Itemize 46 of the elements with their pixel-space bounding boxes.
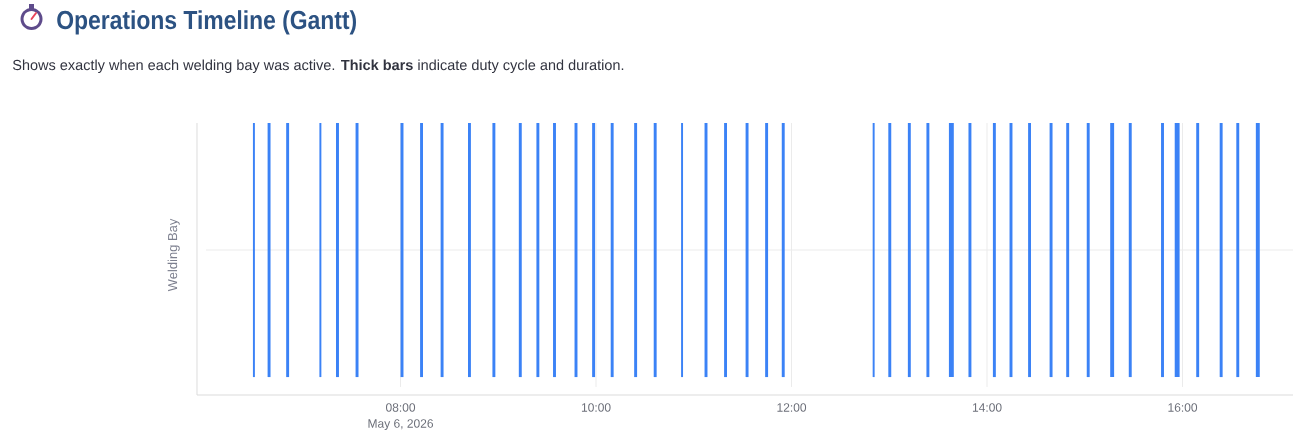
bar xyxy=(948,122,954,378)
bar xyxy=(1066,122,1070,378)
bar xyxy=(907,122,911,378)
bar xyxy=(724,122,728,378)
bar xyxy=(926,122,930,378)
chart-title: Operations Timeline (Gantt) xyxy=(57,10,357,35)
bar xyxy=(765,122,769,378)
bar xyxy=(1174,122,1180,378)
x-tick-label: 12:00 xyxy=(777,403,807,412)
text: May 6, 2026 xyxy=(368,419,434,431)
bar xyxy=(592,122,596,378)
bar xyxy=(1219,122,1223,378)
x-tick-label: 16:00 xyxy=(1168,403,1198,412)
x-tick-label: 08:00 xyxy=(385,403,416,412)
bar xyxy=(440,122,444,378)
bar xyxy=(745,122,749,378)
bar xyxy=(1086,122,1090,378)
bar xyxy=(1161,122,1164,378)
bar xyxy=(355,122,359,378)
bar xyxy=(1196,122,1200,378)
bar xyxy=(1128,122,1132,378)
bar xyxy=(888,122,892,378)
bar xyxy=(634,122,638,378)
bar xyxy=(267,122,271,378)
bar xyxy=(1028,122,1032,378)
bar xyxy=(553,122,556,378)
bar xyxy=(992,122,996,378)
x-tick-label: 10:00 xyxy=(581,403,611,412)
bar xyxy=(467,122,471,378)
bar xyxy=(1049,122,1053,378)
bar xyxy=(286,122,290,378)
chart-subtitle: Shows exactly when each welding bay was active. Thick bars indicate duty cycle and duration. xyxy=(12,59,624,73)
bar xyxy=(536,122,540,378)
bar xyxy=(336,122,339,378)
bar xyxy=(518,122,522,378)
bar xyxy=(610,122,614,378)
x-tick-label: 14:00 xyxy=(972,403,1002,412)
bar xyxy=(781,122,785,378)
bar xyxy=(1236,122,1240,378)
y-axis-title: Welding Bay xyxy=(167,218,180,292)
bar xyxy=(968,122,972,378)
bar xyxy=(653,122,657,378)
bar xyxy=(492,122,496,378)
bar xyxy=(1255,122,1260,378)
bar xyxy=(1110,122,1115,378)
bar xyxy=(420,122,424,378)
